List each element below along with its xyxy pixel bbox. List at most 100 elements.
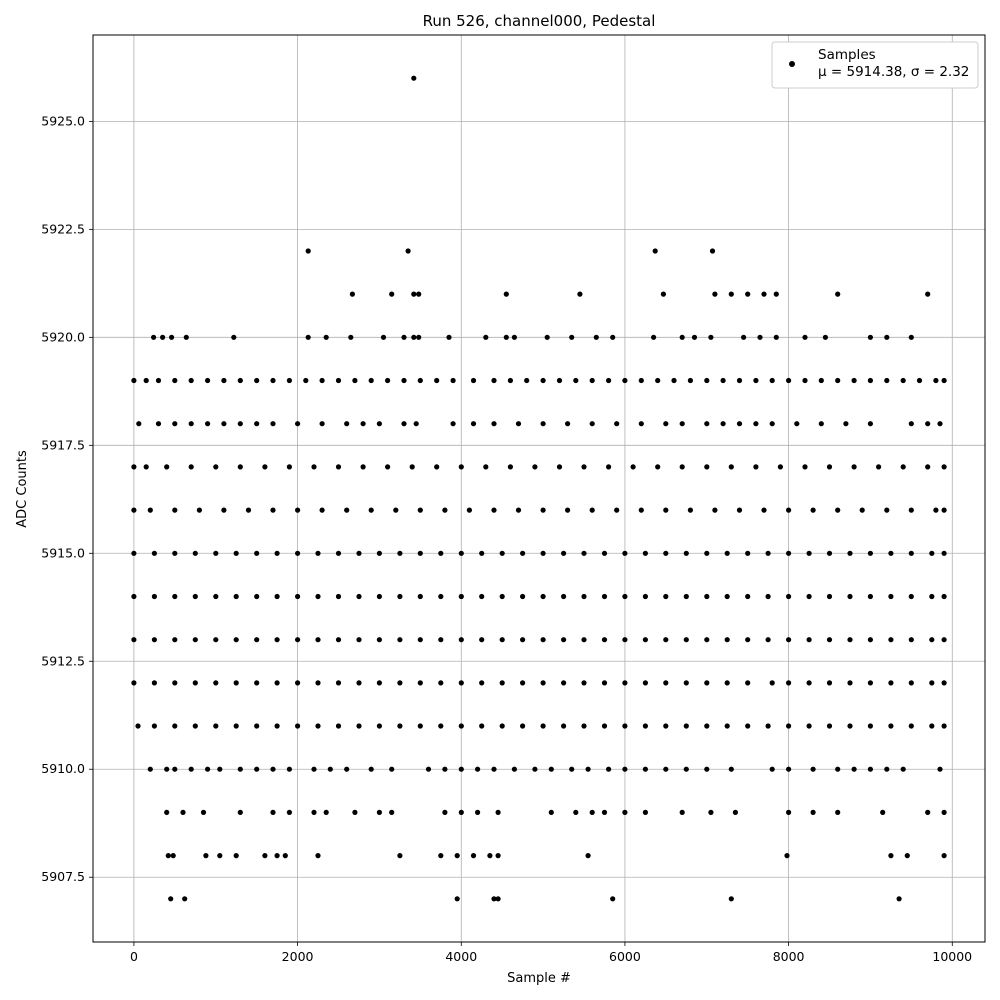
data-point [438,637,444,643]
data-point [908,723,914,729]
data-point [622,550,628,556]
data-point [466,507,472,513]
data-point [786,809,792,816]
data-point [773,334,779,340]
data-point [929,637,935,643]
data-point [335,680,342,686]
data-point [136,421,142,427]
data-point [356,593,362,600]
data-point [753,464,759,470]
data-point [651,334,657,340]
data-point [712,291,718,297]
data-point [192,637,198,643]
data-point [540,680,546,686]
data-point [900,377,906,384]
data-point [745,723,751,729]
data-point [499,637,505,643]
data-point [323,334,329,340]
y-tick-label: 5922.5 [41,221,85,236]
data-point [589,809,595,816]
data-point [270,766,276,772]
data-point [458,550,464,556]
data-point [826,680,833,686]
data-point [295,421,301,427]
data-point [305,248,311,254]
data-point [851,377,857,384]
data-points [131,75,947,902]
data-point [458,637,464,643]
data-point [765,593,771,600]
data-point [170,853,176,859]
data-point [851,464,857,470]
data-point [172,593,178,600]
plot-area [93,35,985,942]
data-point [401,421,407,427]
data-point [135,723,141,729]
data-point [221,421,227,427]
data-point [585,853,591,859]
data-point [499,550,505,556]
data-point [475,766,481,772]
data-point [413,421,419,427]
data-point [192,680,198,686]
data-point [213,680,219,686]
data-point [888,723,894,729]
data-point [172,377,178,384]
data-point [164,464,170,470]
data-point [274,853,280,859]
data-point [454,896,460,902]
x-tick-label: 6000 [609,949,641,964]
data-point [393,507,399,513]
data-point [499,723,505,729]
data-point [835,377,841,384]
data-point [859,507,865,513]
data-point [683,637,689,643]
data-point [458,809,464,816]
data-point [315,593,321,600]
data-point [888,680,894,686]
data-point [745,593,751,600]
data-point [368,377,374,384]
data-point [183,334,189,340]
data-point [847,550,853,556]
data-point [416,334,422,340]
data-point [679,334,685,340]
data-point [786,593,792,600]
data-point [704,550,710,556]
data-point [143,464,149,470]
data-point [606,377,612,384]
data-point [937,766,943,772]
data-point [835,291,841,297]
data-point [495,896,501,902]
data-point [544,334,550,340]
y-tick-label: 5915.0 [41,545,85,560]
data-point [356,637,362,643]
data-point [262,853,268,859]
data-point [458,766,464,772]
data-point [401,334,407,340]
data-point [601,809,608,816]
data-point [732,809,739,816]
data-point [561,550,567,556]
data-point [491,507,497,513]
data-point [683,680,689,686]
data-point [745,637,751,643]
data-point [442,766,448,772]
data-point [169,334,175,340]
data-point [642,723,649,729]
legend-label: Samples [818,47,876,63]
data-point [540,593,546,600]
data-point [687,377,694,384]
data-point [438,853,444,859]
data-point [254,593,260,600]
data-point [736,507,743,513]
data-point [274,593,280,600]
data-point [826,637,833,643]
data-point [683,550,689,556]
data-point [847,593,853,600]
data-point [581,723,587,729]
data-point [941,593,947,600]
data-point [753,421,759,427]
data-point [245,507,252,513]
data-point [192,723,198,729]
